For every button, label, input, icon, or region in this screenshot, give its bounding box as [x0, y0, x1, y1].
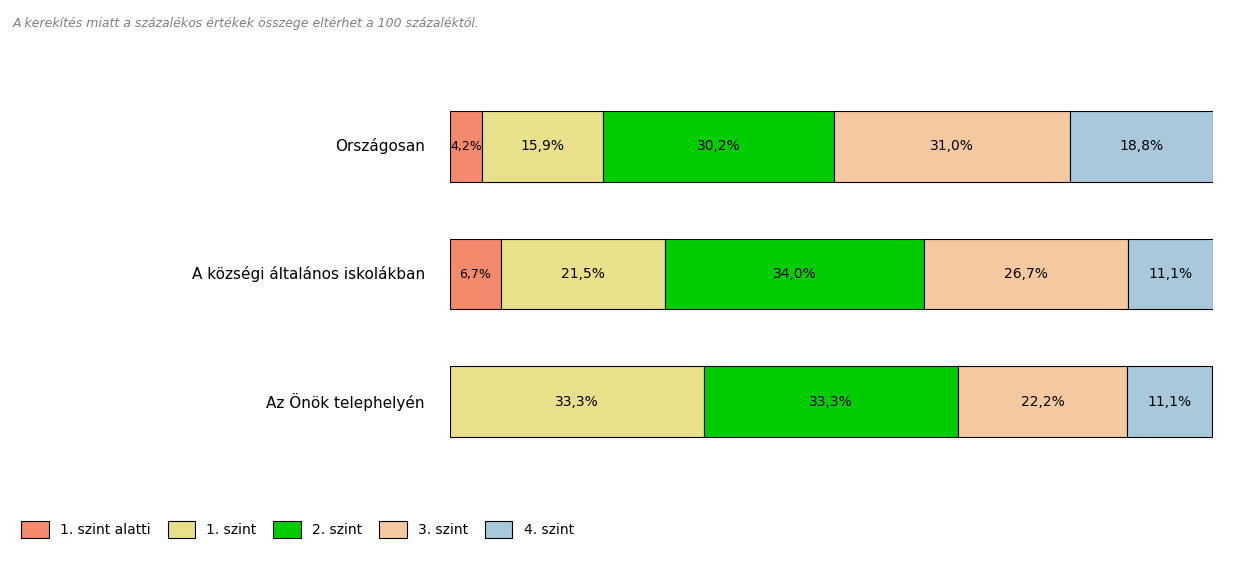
Text: 11,1%: 11,1%	[1148, 395, 1191, 409]
Bar	[1128, 367, 1211, 437]
Text: Az Önök telephelyén: Az Önök telephelyén	[266, 392, 425, 410]
Bar	[1070, 111, 1214, 181]
Text: 11,1%: 11,1%	[1148, 267, 1192, 281]
Text: A községi általános iskolákban: A községi általános iskolákban	[191, 266, 425, 282]
Text: 4,2%: 4,2%	[450, 140, 482, 153]
Text: 33,3%: 33,3%	[555, 395, 599, 409]
Text: A kerekítés miatt a százalékos értékek összege eltérhet a 100 százaléktól.: A kerekítés miatt a százalékos értékek ö…	[12, 17, 480, 30]
Legend: 1. szint alatti, 1. szint, 2. szint, 3. szint, 4. szint: 1. szint alatti, 1. szint, 2. szint, 3. …	[15, 514, 580, 545]
Bar	[604, 111, 834, 181]
Text: 26,7%: 26,7%	[1004, 267, 1048, 281]
Bar	[704, 367, 958, 437]
Text: 22,2%: 22,2%	[1020, 395, 1064, 409]
Bar	[450, 367, 704, 437]
Text: 31,0%: 31,0%	[930, 139, 974, 153]
Bar	[665, 239, 924, 309]
Bar	[501, 239, 665, 309]
Bar	[958, 367, 1128, 437]
Text: 6,7%: 6,7%	[460, 268, 491, 280]
Bar	[482, 111, 604, 181]
Bar	[450, 111, 482, 181]
Text: 33,3%: 33,3%	[809, 395, 852, 409]
Bar	[924, 239, 1128, 309]
Bar	[1128, 239, 1212, 309]
Text: 18,8%: 18,8%	[1120, 139, 1164, 153]
Text: 21,5%: 21,5%	[561, 267, 605, 281]
Text: 15,9%: 15,9%	[521, 139, 565, 153]
Text: Országosan: Országosan	[335, 139, 425, 154]
Text: 34,0%: 34,0%	[772, 267, 816, 281]
Bar	[834, 111, 1070, 181]
Bar	[450, 239, 501, 309]
Text: 30,2%: 30,2%	[696, 139, 740, 153]
